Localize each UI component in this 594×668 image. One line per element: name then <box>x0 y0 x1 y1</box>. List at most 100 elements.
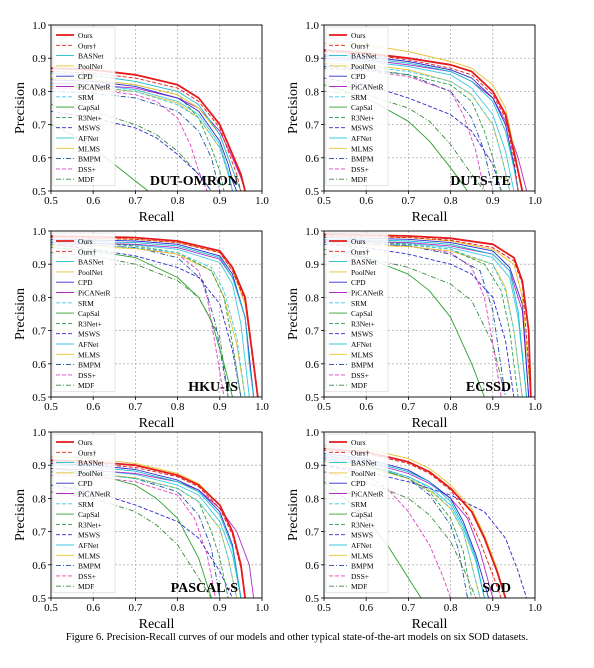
legend-label: Ours <box>78 438 93 447</box>
legend-label: Ours <box>351 438 366 447</box>
x-tick-label: 1.0 <box>255 602 269 614</box>
legend-label: R3Net+ <box>78 319 102 328</box>
y-tick-label: 1.0 <box>305 427 319 439</box>
x-tick-label: 0.9 <box>486 195 500 207</box>
legend-box <box>52 433 116 593</box>
legend-label: Ours <box>78 237 93 246</box>
legend-box <box>325 433 389 593</box>
x-tick-label: 1.0 <box>255 401 269 413</box>
legend-label: Ours† <box>78 41 97 50</box>
x-tick-label: 0.5 <box>317 195 331 207</box>
legend-label: BMPM <box>78 155 101 164</box>
legend-label: CPD <box>351 72 366 81</box>
legend-label: BASNet <box>78 459 104 468</box>
x-tick-label: 0.8 <box>444 401 458 413</box>
x-tick-label: 0.6 <box>359 401 373 413</box>
legend-box <box>325 232 389 392</box>
legend-label: MLMS <box>351 350 373 359</box>
legend-label: AFNet <box>78 541 99 550</box>
legend-label: Ours† <box>351 41 370 50</box>
x-tick-label: 0.8 <box>171 401 185 413</box>
dataset-label: DUTS-TE <box>450 174 511 189</box>
legend-label: BASNet <box>78 258 104 267</box>
y-tick-label: 1.0 <box>32 427 46 439</box>
x-tick-label: 0.9 <box>213 602 227 614</box>
legend-label: PiCANetR <box>78 490 111 499</box>
y-tick-label: 1.0 <box>305 20 319 32</box>
y-tick-label: 0.8 <box>305 493 319 505</box>
y-tick-label: 0.6 <box>305 560 319 572</box>
legend-label: PiCANetR <box>78 83 111 92</box>
legend-label: DSS+ <box>78 572 96 581</box>
x-tick-label: 0.6 <box>359 195 373 207</box>
legend-label: PoolNet <box>351 268 377 277</box>
axes-frame <box>323 431 536 599</box>
legend-label: SRM <box>351 500 367 509</box>
legend-label: DSS+ <box>78 371 96 380</box>
legend-label: MLMS <box>351 551 373 560</box>
legend-label: DSS+ <box>351 371 369 380</box>
y-axis-label: Precision <box>286 489 301 541</box>
y-tick-label: 0.8 <box>305 292 319 304</box>
legend-label: MSWS <box>351 124 373 133</box>
x-tick-label: 0.7 <box>402 401 416 413</box>
x-tick-label: 1.0 <box>255 195 269 207</box>
y-tick-label: 0.6 <box>32 153 46 165</box>
legend-label: AFNet <box>351 134 372 143</box>
x-tick-label: 0.9 <box>486 401 500 413</box>
legend-label: MSWS <box>351 531 373 540</box>
y-tick-label: 0.9 <box>305 53 319 65</box>
legend-label: AFNet <box>351 340 372 349</box>
legend-label: CapSal <box>78 309 100 318</box>
axes-frame <box>323 230 536 398</box>
dataset-label: PASCAL-S <box>171 581 239 596</box>
y-axis-label: Precision <box>13 288 28 340</box>
x-tick-label: 0.5 <box>44 195 58 207</box>
y-tick-label: 0.7 <box>32 326 46 338</box>
y-tick-label: 0.9 <box>32 53 46 65</box>
legend-box <box>325 26 389 186</box>
legend-label: MSWS <box>78 330 100 339</box>
dataset-label: SOD <box>482 581 511 596</box>
legend-label: MSWS <box>78 124 100 133</box>
legend-label: AFNet <box>78 340 99 349</box>
legend-label: PoolNet <box>78 469 104 478</box>
legend-label: R3Net+ <box>351 113 375 122</box>
legend-label: CPD <box>78 72 93 81</box>
legend-label: R3Net+ <box>351 520 375 529</box>
y-axis-label: Precision <box>286 82 301 134</box>
y-tick-label: 0.5 <box>305 392 319 404</box>
pr-panel-dut-omron: 0.5 0.6 0.7 0.8 0.9 1.0 0.5 0.6 0.7 0.8 0.9 1.0 Reca… <box>13 20 269 225</box>
y-tick-label: 0.7 <box>305 527 319 539</box>
legend-label: R3Net+ <box>78 520 102 529</box>
legend-label: BASNet <box>351 459 377 468</box>
legend-label: Ours† <box>351 448 370 457</box>
y-tick-label: 0.9 <box>305 460 319 472</box>
legend-label: SRM <box>351 299 367 308</box>
axes-frame <box>50 230 263 398</box>
y-tick-label: 0.8 <box>32 292 46 304</box>
x-tick-label: 0.5 <box>44 401 58 413</box>
legend-label: MSWS <box>78 531 100 540</box>
legend-label: DSS+ <box>351 572 369 581</box>
legend-label: PoolNet <box>78 62 104 71</box>
legend-label: BMPM <box>78 361 101 370</box>
y-tick-label: 0.5 <box>305 593 319 605</box>
y-tick-label: 0.8 <box>32 493 46 505</box>
y-tick-label: 0.8 <box>32 86 46 98</box>
legend-label: Ours† <box>78 247 97 256</box>
x-tick-label: 1.0 <box>528 401 542 413</box>
legend-label: SRM <box>78 500 94 509</box>
x-tick-label: 0.6 <box>86 401 100 413</box>
legend-label: MDF <box>78 582 94 591</box>
axes-frame <box>50 431 263 599</box>
y-tick-label: 0.7 <box>305 326 319 338</box>
x-tick-label: 0.8 <box>171 602 185 614</box>
legend-label: BMPM <box>351 562 374 571</box>
y-tick-label: 0.9 <box>32 259 46 271</box>
x-tick-label: 0.7 <box>129 401 143 413</box>
y-tick-label: 0.6 <box>32 359 46 371</box>
